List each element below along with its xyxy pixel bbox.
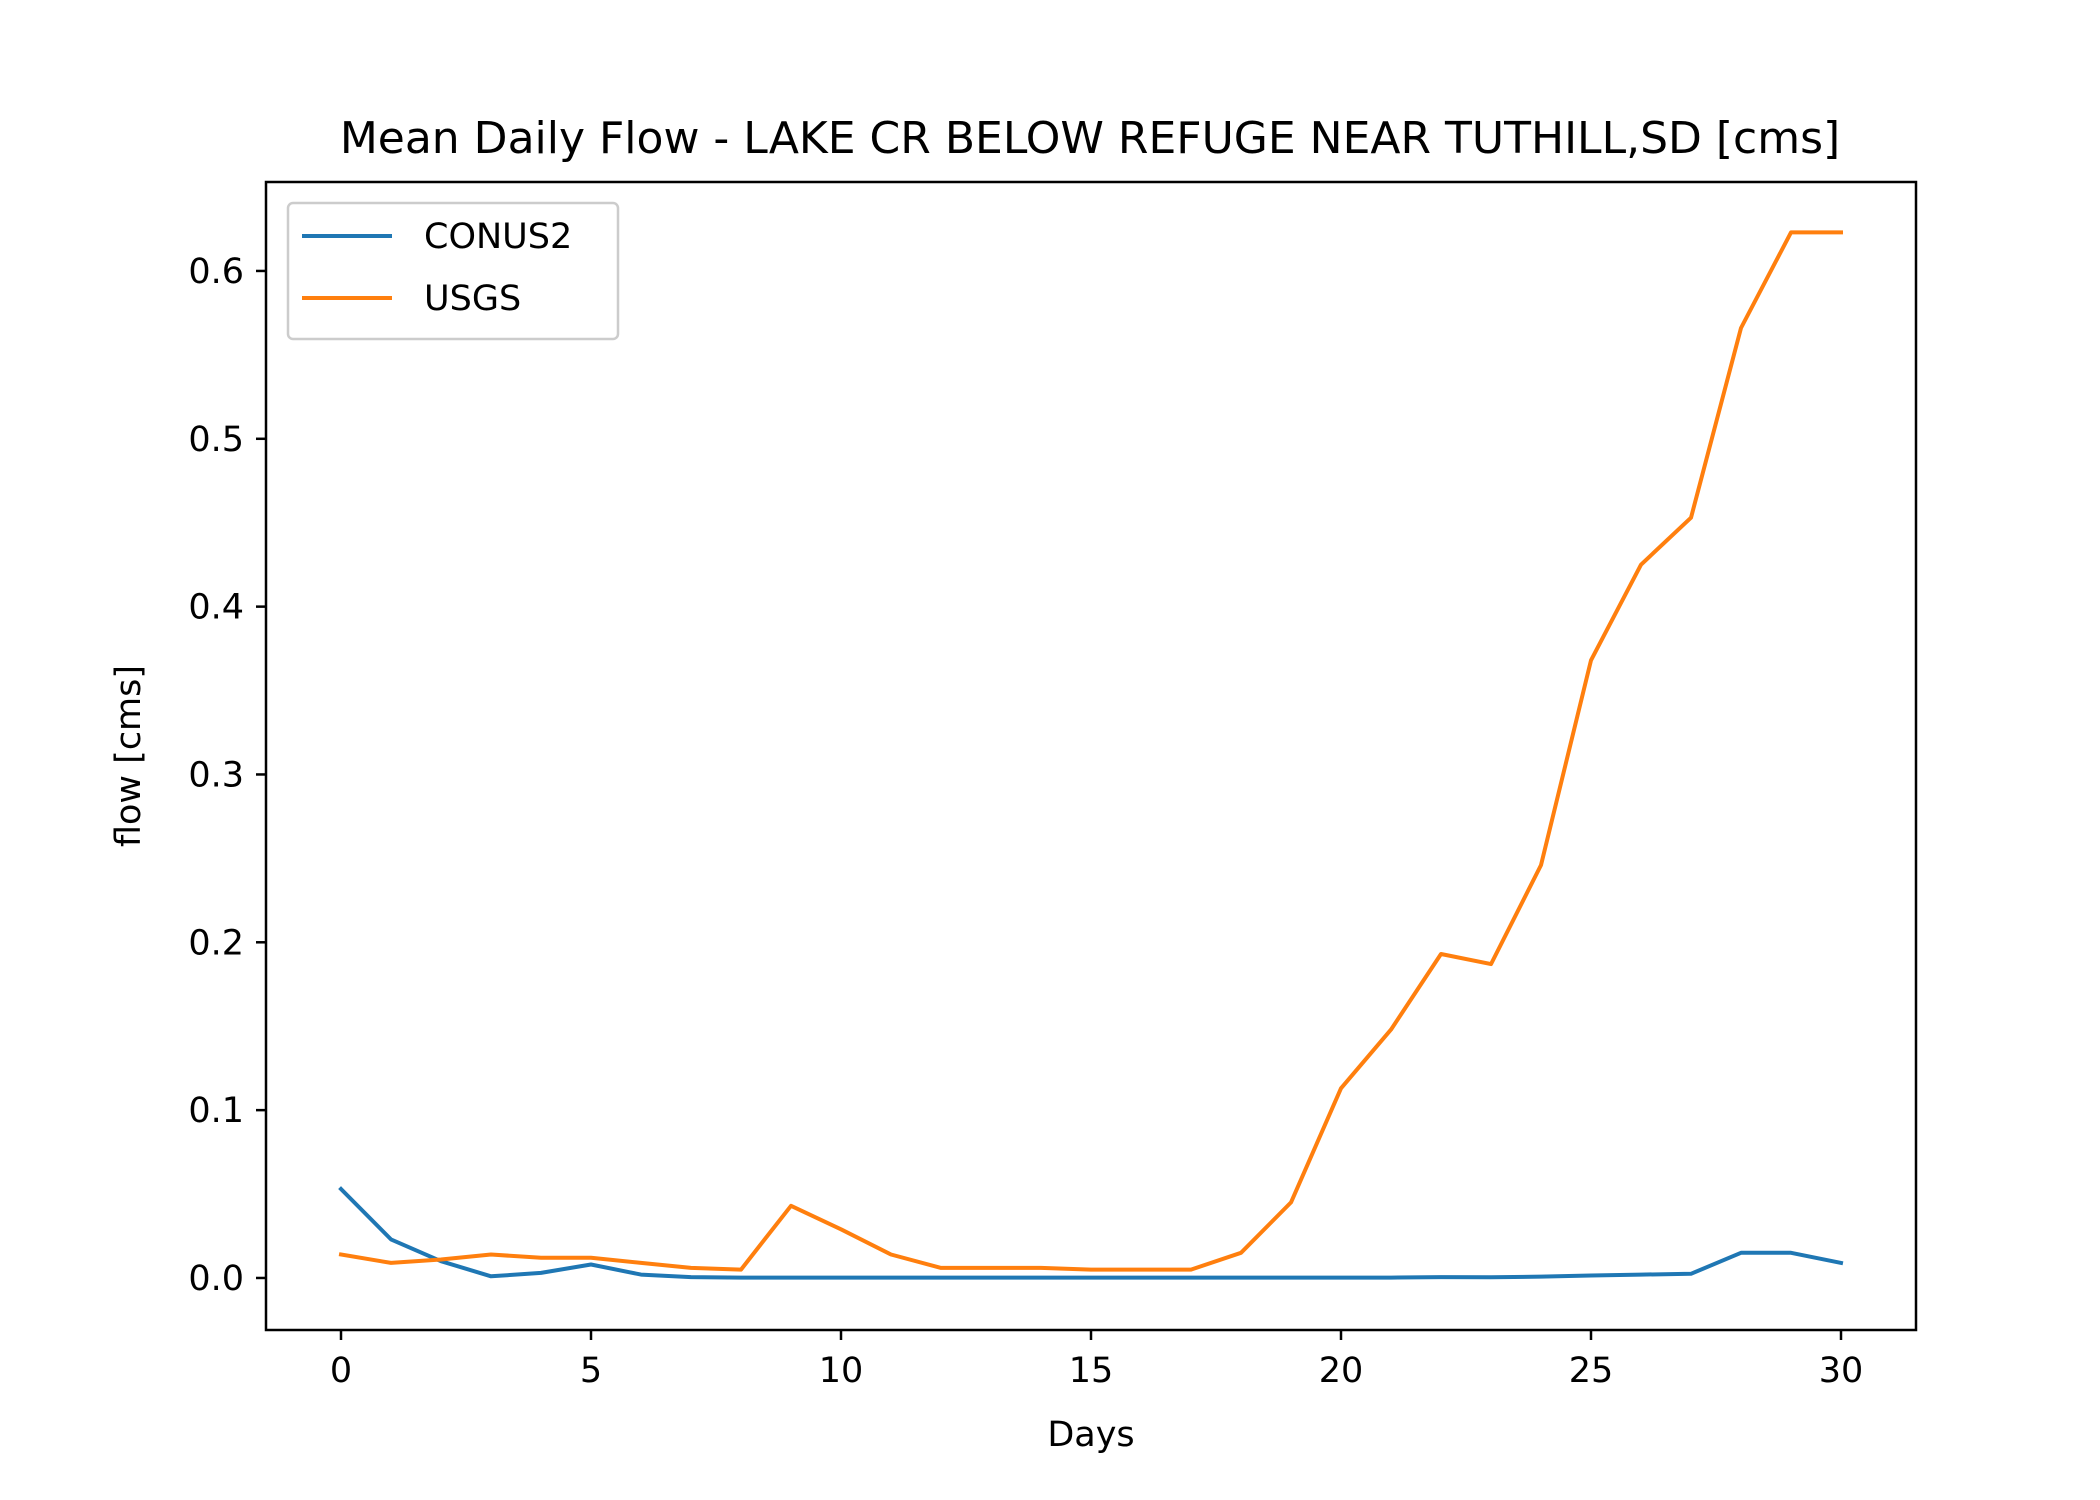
- legend: CONUS2 USGS: [286, 201, 620, 341]
- x-axis-ticks: 0 5 10 15 20 25 30: [330, 1330, 1863, 1391]
- x-tick-label: 5: [580, 1351, 602, 1391]
- y-axis-label: flow [cms]: [109, 665, 149, 847]
- legend-label-conus2: CONUS2: [424, 217, 572, 257]
- x-tick-label: 10: [819, 1351, 864, 1391]
- series-line-usgs: [338, 230, 1843, 1272]
- series-group: [338, 230, 1844, 1280]
- y-tick-label: 0.5: [188, 420, 244, 460]
- x-tick-label: 15: [1069, 1351, 1114, 1391]
- x-tick-label: 25: [1569, 1351, 1614, 1391]
- y-tick-label: 0.0: [188, 1259, 244, 1299]
- y-tick-label: 0.2: [188, 923, 244, 963]
- y-tick-label: 0.3: [188, 755, 244, 795]
- x-tick-label: 0: [330, 1351, 352, 1391]
- y-tick-label: 0.1: [188, 1091, 244, 1131]
- chart-title: Mean Daily Flow - LAKE CR BELOW REFUGE N…: [340, 113, 1840, 164]
- y-tick-label: 0.4: [188, 588, 244, 628]
- plot-area: 0 5 10 15 20 25 30 0.0 0.1 0.2 0.3 0.4 0.5 0.6: [188, 180, 1918, 1391]
- y-tick-label: 0.6: [188, 252, 244, 292]
- y-axis-ticks: 0.0 0.1 0.2 0.3 0.4 0.5 0.6: [188, 252, 266, 1299]
- legend-label-usgs: USGS: [424, 279, 521, 319]
- x-axis-label: Days: [1047, 1415, 1134, 1455]
- x-tick-label: 20: [1319, 1351, 1364, 1391]
- series-line-conus2: [338, 1186, 1844, 1280]
- x-tick-label: 30: [1819, 1351, 1864, 1391]
